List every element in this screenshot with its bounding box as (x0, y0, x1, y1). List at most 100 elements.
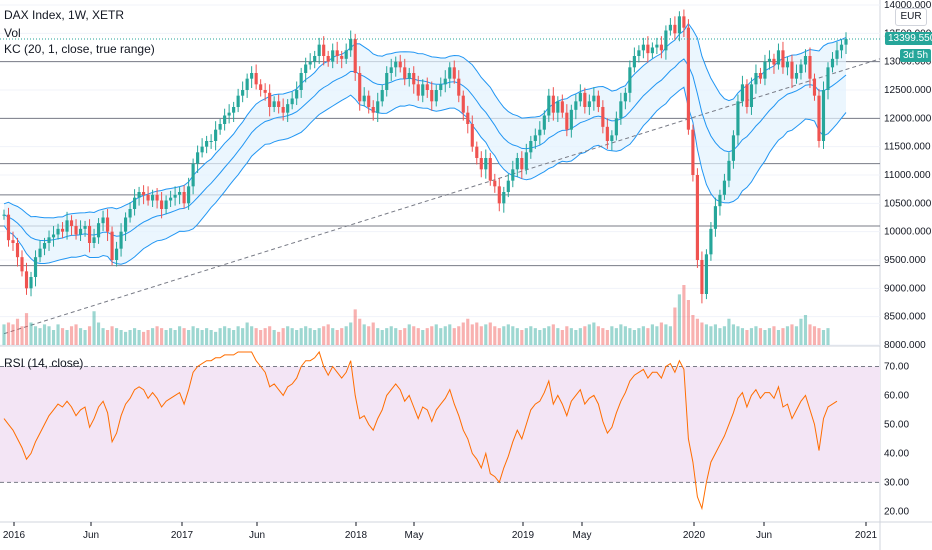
volume-bar (376, 328, 380, 345)
candle-body (650, 47, 654, 54)
volume-bar (794, 326, 799, 345)
candle-body (529, 141, 533, 153)
volume-bar (641, 326, 645, 345)
candle-body (574, 101, 578, 110)
candle-body (137, 192, 141, 198)
candle-body (241, 90, 245, 96)
rsi-legend[interactable]: RSI (14, close) (4, 356, 84, 370)
candle-body (6, 214, 11, 241)
volume-bar (340, 328, 344, 345)
volume-bar (398, 330, 402, 345)
volume-bar (659, 322, 663, 345)
volume-bar (551, 324, 555, 345)
candle-body (695, 175, 699, 260)
candle-body (700, 260, 704, 294)
volume-bar (367, 326, 371, 345)
candle-body (677, 16, 681, 34)
candle-body (60, 228, 65, 232)
volume-bar (583, 326, 587, 345)
volume-bar (51, 330, 56, 345)
volume-bar (511, 326, 515, 345)
symbol-legend[interactable]: DAX Index, 1W, XETR (4, 8, 125, 22)
candle-body (182, 192, 186, 204)
volume-bar (497, 328, 501, 345)
volume-bar (29, 322, 33, 345)
candle-body (682, 16, 686, 28)
keltner-legend[interactable]: KC (20, 1, close, true range) (4, 42, 155, 56)
volume-bar (178, 326, 182, 345)
candle-body (803, 56, 808, 65)
candle-body (11, 240, 15, 243)
volume-legend[interactable]: Vol (4, 26, 21, 40)
candle-body (398, 61, 402, 68)
candle-body (191, 163, 195, 187)
candle-body (151, 194, 155, 201)
volume-bar (196, 328, 200, 345)
candle-body (646, 44, 650, 54)
candle-body (659, 44, 663, 51)
keltner-lower (3, 86, 847, 265)
candle-body (439, 84, 443, 90)
volume-bar (821, 330, 826, 345)
volume-bar (101, 328, 105, 345)
candle-body (740, 84, 745, 102)
candle-body (412, 73, 416, 85)
candle-body (304, 64, 308, 73)
time-tick-label: Jun (756, 530, 772, 541)
candle-body (488, 158, 492, 181)
candle-body (277, 101, 281, 107)
candle-body (335, 50, 339, 56)
candle-body (614, 118, 618, 136)
volume-bar (704, 324, 708, 345)
candle-body (308, 61, 312, 65)
candle-body (668, 24, 672, 31)
volume-bar (223, 326, 227, 345)
volume-bar (592, 322, 596, 345)
time-tick-label: May (405, 530, 424, 541)
volume-bar (322, 326, 326, 345)
volume-bar (24, 313, 29, 345)
volume-bar (457, 326, 461, 345)
volume-bar (493, 326, 497, 345)
candle-body (425, 84, 429, 90)
candle-body (812, 78, 817, 96)
volume-bar (65, 330, 69, 345)
candle-body (254, 73, 258, 85)
rsi-tick-label: 70.00 (884, 361, 909, 372)
candle-body (731, 135, 736, 161)
volume-bar (655, 326, 659, 345)
volume-bar (506, 324, 510, 345)
candle-body (92, 237, 96, 243)
volume-bar (245, 322, 249, 345)
volume-bar (461, 322, 465, 345)
candle-body (105, 217, 110, 232)
volume-bar (434, 324, 438, 345)
volume-bar (601, 328, 605, 345)
candle-body (583, 92, 587, 107)
candle-body (367, 95, 371, 107)
volume-bar (160, 328, 164, 345)
volume-bar (286, 326, 290, 345)
candle-body (295, 90, 299, 99)
candle-body (686, 27, 690, 130)
candle-body (205, 141, 209, 147)
time-tick-label: 2016 (3, 530, 26, 541)
volume-bar (47, 326, 51, 345)
candle-body (551, 95, 555, 113)
volume-bar (502, 326, 506, 345)
candle-body (610, 135, 614, 141)
volume-bar (187, 330, 191, 345)
candle-body (817, 95, 821, 141)
volume-bar (74, 324, 78, 345)
candle-body (259, 84, 263, 90)
volume-bar (416, 328, 420, 345)
candle-body (781, 50, 785, 68)
volume-bar (250, 326, 254, 345)
currency-button[interactable]: EUR (895, 8, 927, 26)
candle-body (74, 226, 78, 235)
time-tick-label: Jun (83, 530, 99, 541)
candle-body (299, 73, 303, 90)
candle-body (565, 112, 569, 130)
keltner-upper (3, 22, 847, 219)
volume-bar (470, 324, 474, 345)
